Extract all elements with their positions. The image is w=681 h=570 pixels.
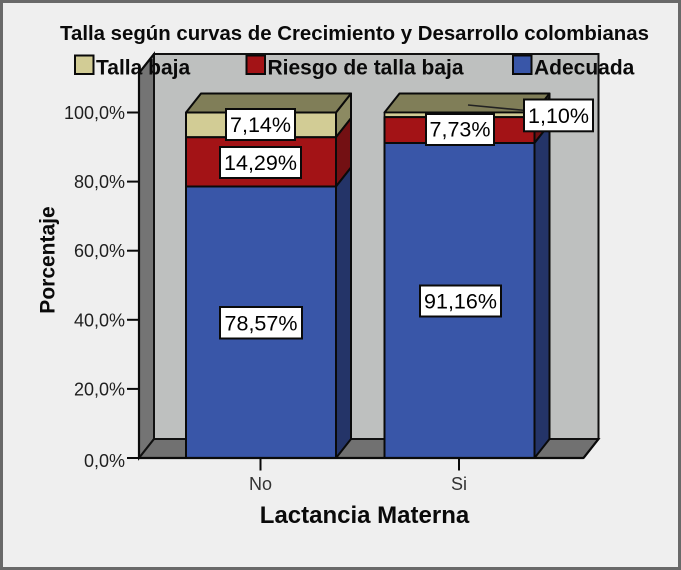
svg-text:7,14%: 7,14%	[230, 113, 291, 137]
svg-text:78,57%: 78,57%	[225, 312, 298, 336]
svg-text:Riesgo de talla baja: Riesgo de talla baja	[268, 57, 464, 80]
svg-text:100,0%: 100,0%	[64, 103, 125, 123]
svg-text:No: No	[249, 474, 272, 494]
svg-text:Porcentaje: Porcentaje	[37, 206, 60, 313]
svg-text:Si: Si	[451, 474, 467, 494]
svg-text:1,10%: 1,10%	[528, 104, 589, 128]
svg-text:40,0%: 40,0%	[74, 310, 125, 330]
svg-text:7,73%: 7,73%	[430, 118, 491, 142]
svg-text:Talla baja: Talla baja	[96, 57, 190, 80]
svg-text:Lactancia Materna: Lactancia Materna	[260, 502, 470, 529]
svg-text:Adecuada: Adecuada	[534, 57, 635, 80]
svg-text:Talla según curvas de Crecimie: Talla según curvas de Crecimiento y Desa…	[60, 23, 649, 45]
svg-text:80,0%: 80,0%	[74, 172, 125, 192]
svg-text:20,0%: 20,0%	[74, 379, 125, 399]
svg-text:0,0%: 0,0%	[84, 451, 125, 471]
svg-text:14,29%: 14,29%	[224, 151, 297, 175]
svg-text:91,16%: 91,16%	[424, 290, 497, 314]
svg-text:60,0%: 60,0%	[74, 241, 125, 261]
